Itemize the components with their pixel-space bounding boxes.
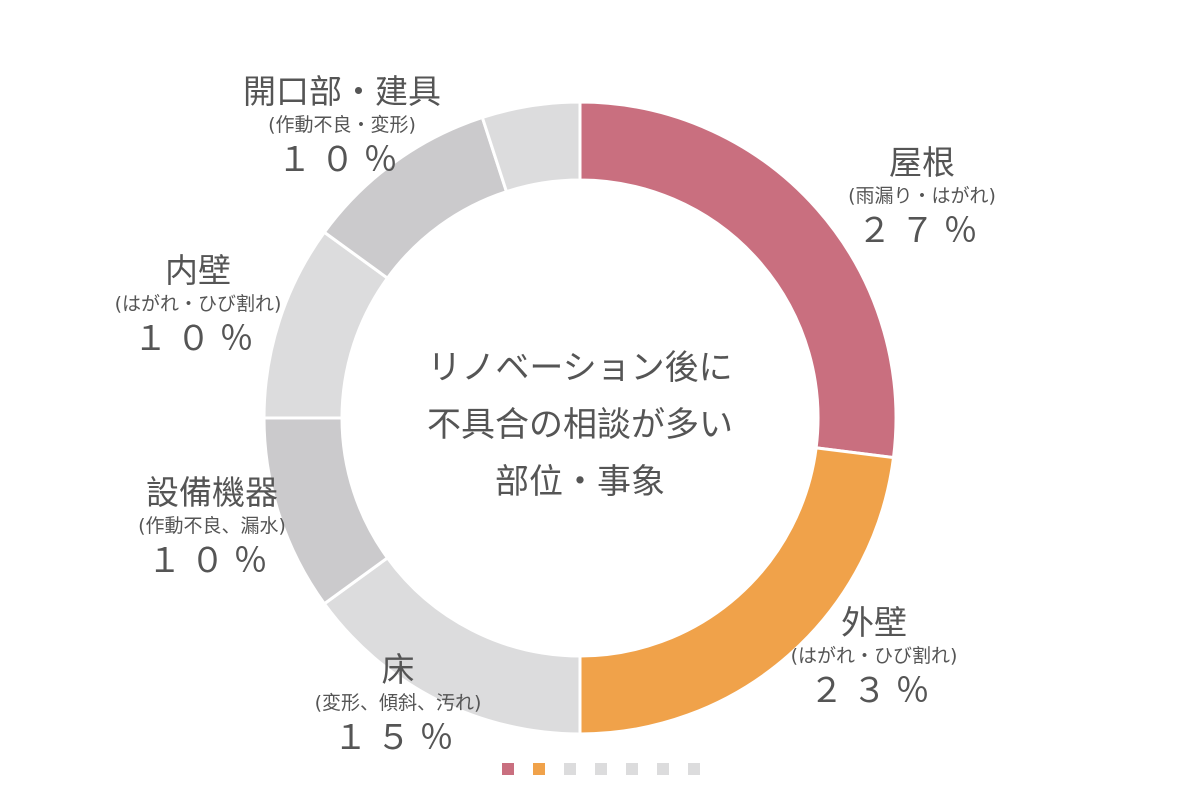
label-exterior-wall-value: ２３％ <box>809 671 939 711</box>
legend-dot-1 <box>533 763 545 775</box>
legend-dots <box>502 763 700 775</box>
label-floor-value: １５％ <box>333 718 463 758</box>
label-exterior-wall-name: 外壁 <box>840 603 907 642</box>
label-exterior-wall-note: (はがれ・ひび割れ) <box>790 645 958 667</box>
label-interior-wall: 内壁 (はがれ・ひび割れ) １０％ <box>115 251 282 361</box>
label-floor-note: (変形、傾斜、汚れ) <box>314 692 482 714</box>
center-line-3: 部位・事象 <box>495 462 665 502</box>
donut-slice-6 <box>480 100 582 194</box>
label-equipment-value: １０％ <box>147 541 277 581</box>
legend-dot-4 <box>626 763 638 775</box>
label-floor: 床 (変形、傾斜、汚れ) １５％ <box>315 650 482 760</box>
label-roof-value: ２７％ <box>857 211 987 251</box>
label-openings-note: (作動不良・変形) <box>268 114 416 136</box>
label-interior-wall-note: (はがれ・ひび割れ) <box>114 293 282 315</box>
legend-dot-5 <box>657 763 669 775</box>
label-equipment-name: 設備機器 <box>145 473 278 512</box>
legend-dot-0 <box>502 763 514 775</box>
label-roof: 屋根 (雨漏り・はがれ) ２７％ <box>848 143 996 253</box>
donut-slice-0 <box>578 100 898 460</box>
label-equipment-note: (作動不良、漏水) <box>138 515 286 537</box>
legend-dot-3 <box>595 763 607 775</box>
label-interior-wall-name: 内壁 <box>164 251 231 290</box>
label-roof-name: 屋根 <box>888 143 955 182</box>
legend-dot-2 <box>564 763 576 775</box>
label-exterior-wall: 外壁 (はがれ・ひび割れ) ２３％ <box>791 603 958 713</box>
label-openings-name: 開口部・建具 <box>243 72 441 111</box>
center-line-1: リノベーション後に <box>427 348 733 388</box>
label-roof-note: (雨漏り・はがれ) <box>848 185 996 207</box>
label-floor-name: 床 <box>381 650 415 689</box>
label-interior-wall-value: １０％ <box>133 319 263 359</box>
label-equipment: 設備機器 (作動不良、漏水) １０％ <box>138 473 286 583</box>
label-openings: 開口部・建具 (作動不良・変形) １０％ <box>243 72 441 182</box>
center-line-2: 不具合の相談が多い <box>427 405 733 445</box>
center-title: リノベーション後に 不具合の相談が多い 部位・事象 <box>427 340 733 511</box>
label-openings-value: １０％ <box>277 140 407 180</box>
legend-dot-6 <box>688 763 700 775</box>
